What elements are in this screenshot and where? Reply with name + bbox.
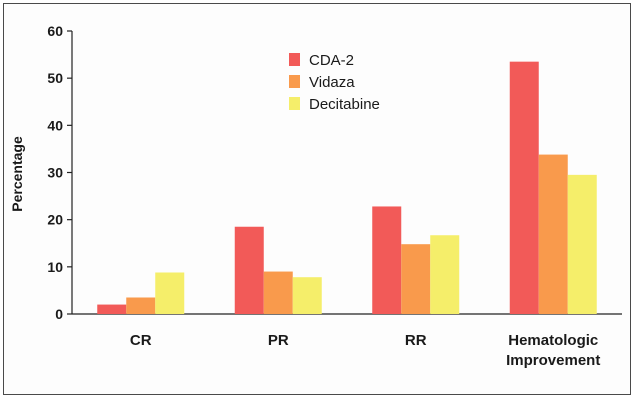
bar-cda-2-2 (372, 206, 402, 314)
bars (97, 61, 597, 315)
y-tick-label: 60 (47, 23, 63, 39)
y-tick-label: 10 (47, 259, 63, 275)
bar-vidaza-2 (401, 244, 431, 314)
bar-decitabine-2 (430, 235, 460, 314)
legend-swatch-vidaza (289, 75, 300, 88)
y-tick-label: 40 (47, 117, 63, 133)
y-axis-ticks: 0 10 20 30 40 50 60 (47, 23, 72, 322)
x-axis-categories: CR PR RR Hematologic Improvement (130, 332, 600, 369)
legend-label: CDA-2 (309, 52, 354, 69)
y-tick-label: 30 (47, 165, 63, 181)
y-tick-label: 20 (47, 212, 63, 228)
bar-decitabine-1 (292, 277, 322, 314)
bar-vidaza-1 (263, 271, 293, 314)
bar-vidaza-3 (538, 154, 568, 314)
y-tick-label: 0 (55, 306, 63, 322)
x-category-label: Hematologic (508, 332, 598, 349)
x-category-label: Improvement (506, 352, 600, 369)
bar-decitabine-0 (155, 272, 185, 314)
y-axis-label: Percentage (9, 136, 25, 212)
bar-cda-2-0 (97, 304, 127, 314)
bar-decitabine-3 (567, 174, 597, 314)
bar-cda-2-1 (234, 226, 264, 314)
legend-label: Decitabine (309, 96, 380, 113)
x-category-label: CR (130, 332, 152, 349)
legend-swatch-decitabine (289, 97, 300, 110)
bar-cda-2-3 (509, 61, 539, 315)
y-tick-label: 50 (47, 70, 63, 86)
bar-vidaza-0 (126, 297, 156, 314)
legend: CDA-2 Vidaza Decitabine (289, 52, 380, 113)
x-category-label: RR (405, 332, 427, 349)
legend-swatch-cda-2 (289, 53, 300, 66)
x-category-label: PR (268, 332, 289, 349)
legend-label: Vidaza (309, 74, 355, 91)
